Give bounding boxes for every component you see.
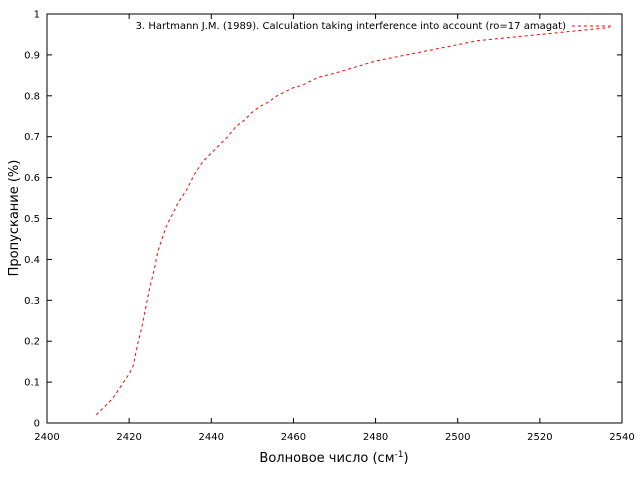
x-axis-title: Волновое число (см-1) — [259, 450, 408, 466]
x-tick-label: 2500 — [445, 432, 470, 443]
y-tick-label: 0.7 — [24, 132, 40, 143]
y-tick-label: 0.3 — [24, 296, 40, 307]
y-tick-label: 0.8 — [24, 91, 40, 102]
x-tick-label: 2480 — [363, 432, 388, 443]
x-tick-label: 2540 — [609, 432, 634, 443]
y-axis-title: Пропускание (%) — [7, 160, 22, 277]
y-tick-label: 0.2 — [24, 337, 40, 348]
y-tick-label: 0.5 — [24, 214, 40, 225]
y-tick-label: 0 — [34, 419, 40, 430]
series-line — [95, 27, 610, 416]
axis-tick-labels: 2400 2420 2440 2460 2480 2500 2520 2540 0 0.1 0.2 0… — [24, 10, 635, 444]
x-tick-label: 2400 — [34, 432, 59, 443]
plot-frame — [46, 13, 623, 424]
legend-label: 3. Hartmann J.M. (1989). Calculation tak… — [136, 21, 566, 32]
x-tick-label: 2420 — [116, 432, 141, 443]
x-tick-label: 2440 — [199, 432, 224, 443]
y-tick-label: 0.6 — [24, 173, 40, 184]
y-tick-label: 0.1 — [24, 378, 40, 389]
x-tick-label: 2520 — [527, 432, 552, 443]
x-tick-label: 2460 — [281, 432, 306, 443]
x-axis-title-superscript: -1 — [395, 450, 404, 460]
series-layer — [95, 27, 610, 416]
y-tick-label: 1 — [34, 10, 40, 21]
axis-ticks — [46, 13, 623, 424]
y-tick-label: 0.9 — [24, 50, 40, 61]
y-tick-label: 0.4 — [24, 255, 40, 266]
x-axis-title-suffix: ) — [403, 451, 408, 466]
